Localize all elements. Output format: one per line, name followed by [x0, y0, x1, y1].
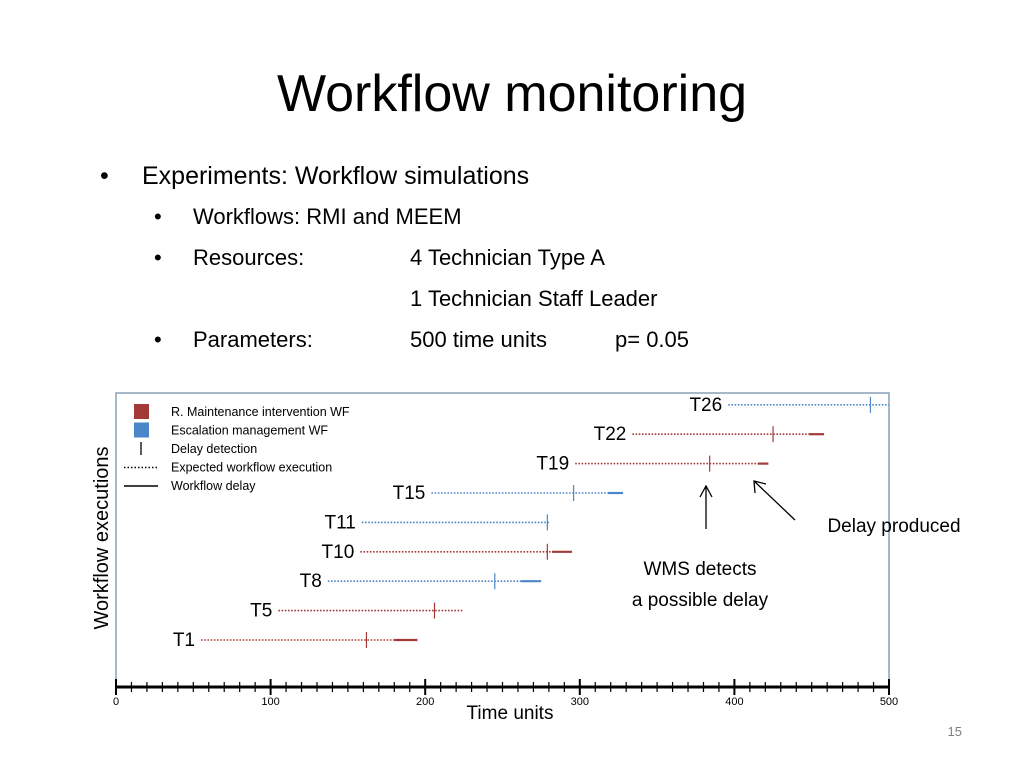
x-tick-label: 400 [725, 696, 743, 708]
wms-arrowhead-icon [699, 484, 713, 498]
bullet-parameters-value-2: p= 0.05 [615, 327, 690, 352]
legend-swatch-esc [134, 422, 149, 438]
bullet-marker: • [154, 245, 162, 270]
bullet-parameters-label: Parameters: [193, 327, 313, 352]
series-t1: T1 [173, 630, 418, 651]
series-t15: T15 [393, 483, 624, 504]
x-tick-label: 500 [880, 696, 898, 708]
series-label: T10 [322, 542, 355, 563]
y-axis-label: Workflow executions [91, 446, 113, 629]
legend-label-det: Delay detection [171, 442, 257, 456]
series-label: T8 [300, 571, 322, 592]
legend-label-exp: Expected workflow execution [171, 461, 332, 475]
bullet-resources-label: Resources: [193, 245, 305, 270]
wms-annotation-text: a possible delay [632, 590, 769, 611]
series-t26: T26 [689, 395, 889, 416]
bullet-marker: • [154, 204, 162, 229]
x-tick-label: 100 [261, 696, 279, 708]
annotation-layer: WMS detects a possible delay Delay produce… [632, 480, 961, 611]
series-t10: T10 [322, 542, 573, 563]
bullet-list: • Experiments: Workflow simulations • Wo… [100, 158, 980, 360]
series-t5: T5 [250, 601, 464, 622]
series-label: T5 [250, 601, 272, 622]
series-t8: T8 [300, 571, 542, 592]
series-t11: T11 [324, 512, 549, 533]
bullet-experiments-text: Experiments: Workflow simulations [142, 162, 530, 190]
delay-arrowhead-icon [753, 480, 767, 494]
legend-label-del: Workflow delay [171, 479, 256, 493]
series-label: T11 [324, 512, 355, 533]
x-axis-label: Time units [467, 703, 554, 724]
delay-annotation-text: Delay produced [827, 516, 960, 537]
series-label: T19 [536, 454, 569, 475]
bullet-resources-value-2: 1 Technician Staff Leader [410, 286, 658, 311]
series-t22: T22 [594, 424, 825, 445]
bullet-parameters-value: 500 time units [410, 327, 547, 352]
series-label: T22 [594, 424, 627, 445]
bullet-marker: • [100, 162, 109, 190]
chart-legend: R. Maintenance intervention WF Escalation… [124, 404, 350, 493]
bullet-parameters: • Parameters: 500 time units p= 0.05 [100, 319, 980, 360]
bullet-marker: • [154, 327, 162, 352]
bullet-resources-continued: 1 Technician Staff Leader [100, 278, 980, 319]
legend-label-esc: Escalation management WF [171, 424, 328, 438]
bullet-workflows: • Workflows: RMI and MEEM [100, 196, 980, 237]
series-label: T1 [173, 630, 195, 651]
x-tick-label: 300 [571, 696, 589, 708]
wms-annotation-text: WMS detects [644, 559, 757, 580]
bullet-workflows-text: Workflows: RMI and MEEM [193, 204, 462, 229]
x-axis: 0 100 200 300 400 500 [113, 679, 898, 708]
bullet-resources-value: 4 Technician Type A [410, 245, 605, 270]
legend-label-rmi: R. Maintenance intervention WF [171, 405, 350, 419]
slide-title: Workflow monitoring [276, 65, 748, 123]
bullet-resources: • Resources: 4 Technician Type A [100, 237, 980, 278]
x-tick-label: 0 [113, 696, 119, 708]
delay-arrow [753, 480, 796, 521]
slide-number: 15 [947, 724, 962, 739]
series-t19: T19 [536, 454, 769, 475]
legend-swatch-rmi [134, 404, 149, 419]
x-tick-label: 200 [416, 696, 434, 708]
series-label: T26 [689, 395, 722, 416]
bullet-experiments: • Experiments: Workflow simulations [100, 158, 980, 194]
series-label: T15 [393, 483, 426, 504]
